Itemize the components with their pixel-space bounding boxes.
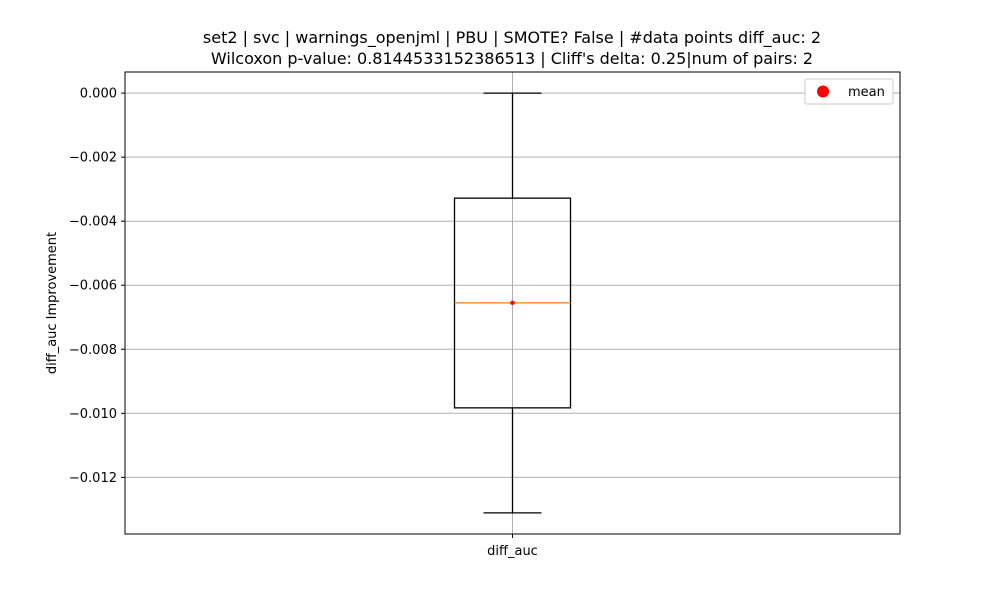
y-tick-label: −0.002 xyxy=(69,151,117,166)
y-tick-label: −0.012 xyxy=(69,471,117,486)
legend-frame xyxy=(804,78,894,105)
chart-title-line-2: Wilcoxon p-value: 0.8144533152386513 | C… xyxy=(211,49,813,68)
chart-title-line-1: set2 | svc | warnings_openjml | PBU | SM… xyxy=(203,28,821,48)
y-tick-label: 0.000 xyxy=(80,87,117,102)
x-tick-label: diff_auc xyxy=(487,544,538,559)
legend: mean xyxy=(804,78,894,105)
plot-area: 0.000 −0.002 −0.004 −0.006 −0.008 −0.010 −0.01… xyxy=(69,71,901,559)
y-axis-label: diff_auc Improvement xyxy=(45,232,60,374)
legend-mean-marker xyxy=(817,85,829,98)
y-tick-label: −0.010 xyxy=(69,407,117,422)
mean-marker xyxy=(510,300,515,306)
y-tick-label: −0.004 xyxy=(69,215,117,230)
axes-frame xyxy=(124,71,901,535)
y-tick-label: −0.006 xyxy=(69,279,117,294)
y-tick-label: −0.008 xyxy=(69,343,117,358)
legend-mean-label: mean xyxy=(848,85,885,100)
